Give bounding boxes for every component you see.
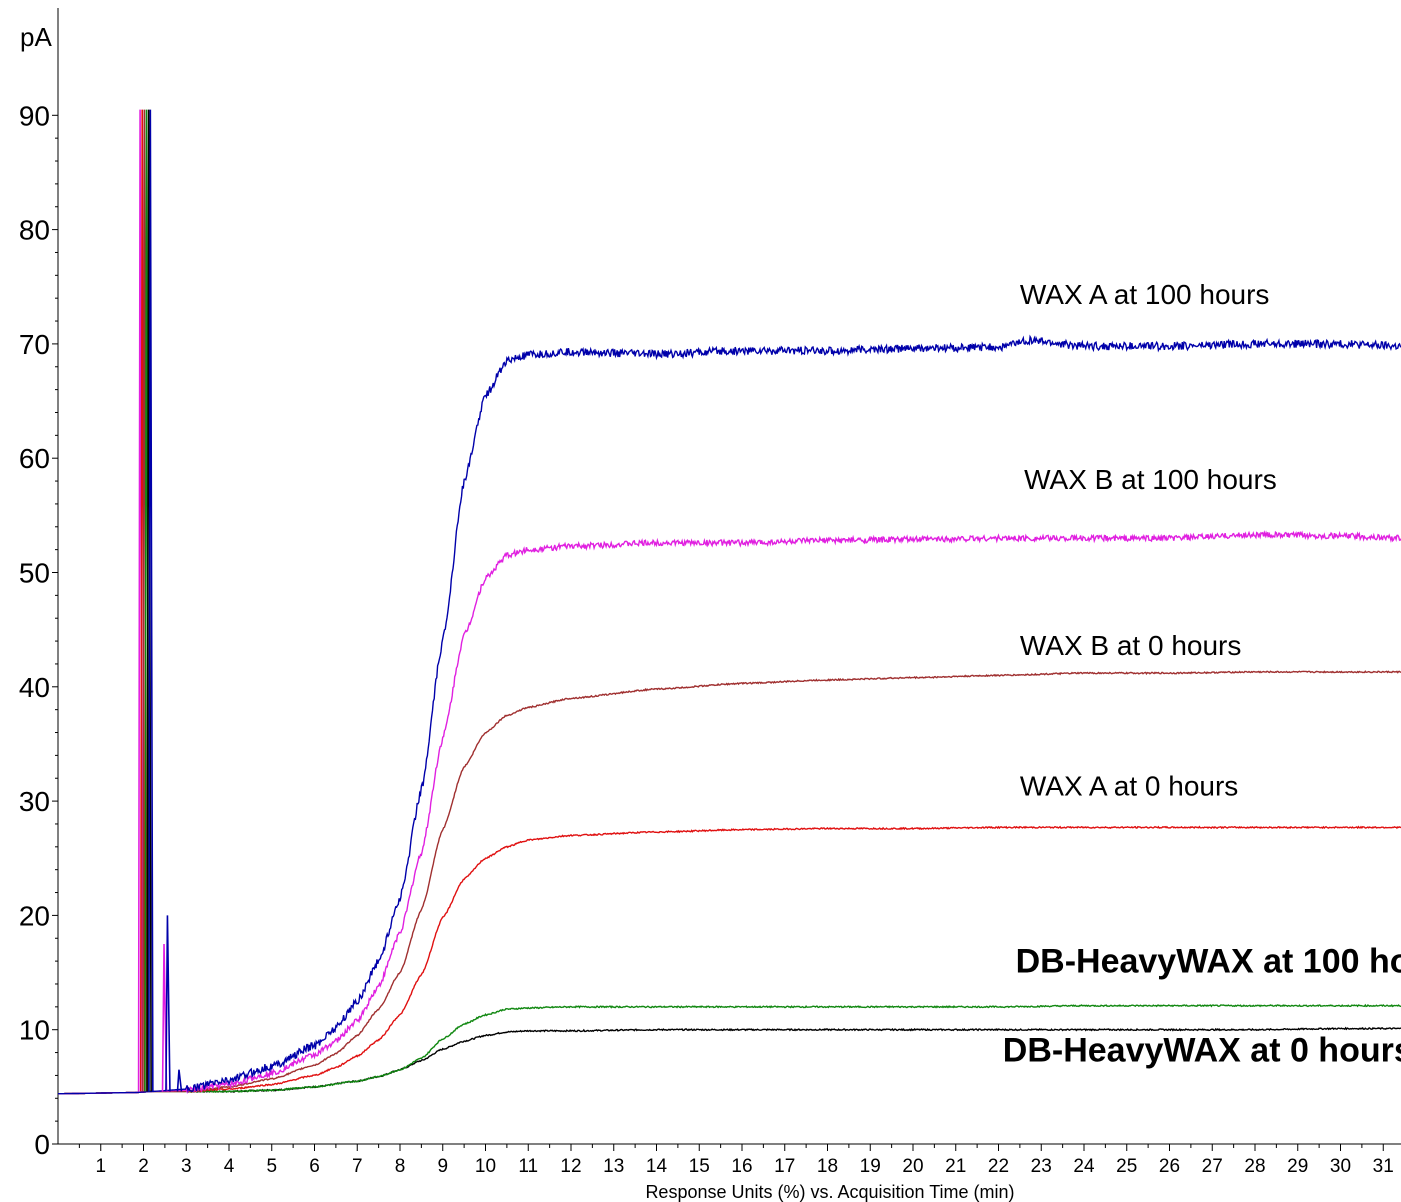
x-tick-label: 5 <box>266 1156 277 1177</box>
x-tick-label: 22 <box>988 1156 1009 1177</box>
x-tick-label: 24 <box>1073 1156 1095 1177</box>
y-tick-label: 40 <box>19 672 50 703</box>
x-tick-label: 25 <box>1116 1156 1137 1177</box>
x-tick-label: 14 <box>646 1156 668 1177</box>
x-tick-label: 30 <box>1330 1156 1351 1177</box>
series-line-4 <box>58 1003 1401 1095</box>
y-tick-label: 0 <box>34 1129 50 1160</box>
x-tick-label: 21 <box>945 1156 966 1177</box>
solvent-peak-8 <box>176 1069 183 1092</box>
x-tick-label: 10 <box>475 1156 496 1177</box>
y-axis-label: pA <box>20 22 52 52</box>
x-tick-label: 31 <box>1373 1156 1394 1177</box>
x-tick-label: 6 <box>309 1156 320 1177</box>
y-tick-label: 10 <box>19 1015 50 1046</box>
series-annotation-4: DB-HeavyWAX at 100 hours <box>1016 943 1401 981</box>
x-tick-label: 9 <box>437 1156 448 1177</box>
solvent-peak-7 <box>165 915 171 1092</box>
solvent-peak-4 <box>146 109 152 1092</box>
y-tick-label: 50 <box>19 558 50 589</box>
series-annotation-0: WAX A at 100 hours <box>1020 279 1270 310</box>
x-tick-label: 18 <box>817 1156 838 1177</box>
x-tick-label: 23 <box>1031 1156 1052 1177</box>
x-tick-label: 27 <box>1202 1156 1223 1177</box>
x-tick-label: 29 <box>1287 1156 1308 1177</box>
annotations-layer: WAX A at 100 hours WAX B at 100 hours WAX … <box>1003 279 1401 1070</box>
series-line-3 <box>58 825 1401 1095</box>
x-tick-label: 12 <box>560 1156 581 1177</box>
y-tick-label: 90 <box>19 100 50 131</box>
series-annotation-1: WAX B at 100 hours <box>1024 464 1277 495</box>
x-tick-label: 15 <box>689 1156 710 1177</box>
series-line-2 <box>58 670 1401 1095</box>
y-tick-label: 80 <box>19 215 50 246</box>
series-annotation-5: DB-HeavyWAX at 0 hours <box>1003 1032 1401 1070</box>
series-annotation-3: WAX A at 0 hours <box>1020 770 1238 801</box>
x-tick-label: 4 <box>224 1156 235 1177</box>
series-line-0 <box>58 334 1401 1095</box>
x-tick-label: 11 <box>518 1156 538 1177</box>
series-annotation-2: WAX B at 0 hours <box>1020 630 1242 661</box>
x-tick-label: 8 <box>395 1156 406 1177</box>
x-tick-label: 19 <box>860 1156 881 1177</box>
x-tick-label: 28 <box>1244 1156 1265 1177</box>
solvent-peaks-layer <box>137 109 183 1092</box>
y-tick-label: 70 <box>19 329 50 360</box>
x-tick-label: 20 <box>902 1156 923 1177</box>
x-tick-label: 7 <box>352 1156 363 1177</box>
series-layer <box>58 334 1401 1095</box>
x-tick-label: 2 <box>138 1156 149 1177</box>
x-axis-label: Response Units (%) vs. Acquisition Time … <box>645 1182 1014 1202</box>
y-tick-label: 60 <box>19 443 50 474</box>
solvent-peak-5 <box>148 109 154 1092</box>
x-tick-label: 3 <box>181 1156 192 1177</box>
y-tick-label: 30 <box>19 786 50 817</box>
chart-axes <box>52 8 1401 1151</box>
x-tick-label: 13 <box>603 1156 624 1177</box>
y-tick-label: 20 <box>19 900 50 931</box>
x-tick-label: 1 <box>95 1156 106 1177</box>
x-tick-label: 16 <box>731 1156 752 1177</box>
x-tick-label: 26 <box>1159 1156 1180 1177</box>
x-tick-label: 17 <box>774 1156 795 1177</box>
series-line-1 <box>58 529 1401 1095</box>
